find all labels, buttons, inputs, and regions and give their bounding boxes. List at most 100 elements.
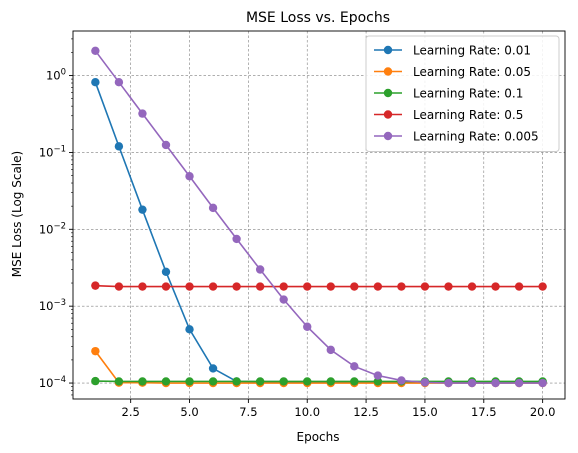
data-point bbox=[91, 77, 100, 87]
legend-label: Learning Rate: 0.1 bbox=[413, 87, 523, 101]
data-point bbox=[467, 282, 477, 291]
data-point bbox=[255, 282, 265, 291]
data-point bbox=[185, 172, 194, 181]
legend-label: Learning Rate: 0.01 bbox=[413, 44, 531, 58]
data-point bbox=[373, 377, 383, 386]
data-point bbox=[397, 376, 406, 385]
data-point bbox=[350, 282, 359, 291]
plot-frame bbox=[72, 30, 566, 400]
legend-item: Learning Rate: 0.01 bbox=[374, 44, 531, 58]
data-point bbox=[138, 205, 147, 214]
y-tick-label: 10−4 bbox=[39, 375, 66, 390]
x-axis-label: Epochs bbox=[297, 430, 340, 444]
data-point bbox=[279, 295, 288, 304]
series-5 bbox=[91, 46, 547, 388]
legend-item: Learning Rate: 0.005 bbox=[374, 130, 539, 144]
x-tick-label: 20.0 bbox=[530, 405, 556, 419]
data-point bbox=[538, 282, 547, 291]
legend-marker bbox=[383, 67, 393, 76]
data-point bbox=[326, 377, 335, 386]
chart-title: MSE Loss vs. Epochs bbox=[246, 10, 390, 26]
data-point bbox=[161, 140, 171, 150]
legend-marker bbox=[383, 131, 393, 141]
data-point bbox=[114, 282, 124, 291]
legend-box bbox=[365, 35, 560, 152]
y-tick-label: 10−1 bbox=[39, 144, 66, 159]
data-point bbox=[303, 377, 312, 386]
data-point bbox=[114, 77, 124, 87]
series-layer bbox=[91, 46, 547, 388]
y-axis-label: MSE Loss (Log Scale) bbox=[10, 151, 24, 277]
data-point bbox=[350, 362, 359, 371]
data-point bbox=[91, 376, 100, 386]
data-point bbox=[208, 282, 218, 291]
data-point bbox=[208, 364, 218, 373]
data-point bbox=[514, 282, 524, 291]
data-point bbox=[185, 325, 194, 334]
data-point bbox=[185, 377, 194, 386]
x-tick-label: 10.0 bbox=[294, 405, 320, 419]
legend: Learning Rate: 0.01 Learning Rate: 0.05 Le… bbox=[365, 35, 560, 152]
data-point bbox=[350, 377, 359, 386]
data-point bbox=[397, 282, 406, 291]
data-point bbox=[161, 267, 171, 277]
x-tick-label: 17.5 bbox=[471, 405, 497, 419]
data-point bbox=[326, 282, 335, 291]
data-point bbox=[91, 281, 100, 290]
series-4 bbox=[91, 281, 547, 291]
legend-label: Learning Rate: 0.5 bbox=[413, 108, 523, 122]
data-point bbox=[538, 378, 547, 388]
data-point bbox=[91, 346, 100, 356]
data-point bbox=[208, 203, 218, 213]
x-tick-label: 7.5 bbox=[239, 405, 257, 419]
legend-marker bbox=[383, 45, 393, 55]
data-point bbox=[279, 377, 288, 386]
series-3 bbox=[91, 376, 547, 386]
data-point bbox=[232, 377, 241, 386]
data-point bbox=[255, 377, 265, 386]
x-tick-label: 2.5 bbox=[122, 405, 140, 419]
data-point bbox=[279, 282, 288, 291]
data-point bbox=[138, 109, 147, 118]
y-tick-label: 10−3 bbox=[39, 298, 66, 313]
data-point bbox=[114, 377, 124, 386]
data-point bbox=[491, 378, 500, 388]
data-point bbox=[420, 282, 430, 291]
data-point bbox=[161, 282, 171, 291]
data-point bbox=[208, 377, 218, 386]
legend-label: Learning Rate: 0.05 bbox=[413, 65, 531, 79]
x-tick-label: 5.0 bbox=[180, 405, 198, 419]
data-point bbox=[138, 377, 147, 386]
data-point bbox=[91, 46, 100, 55]
legend-marker bbox=[383, 110, 393, 119]
data-point bbox=[303, 322, 312, 331]
data-point bbox=[161, 377, 171, 386]
data-point bbox=[138, 282, 147, 291]
data-point bbox=[467, 378, 477, 388]
data-point bbox=[185, 282, 194, 291]
ticks: 2.5 5.0 7.5 10.0 12.5 15.0 17.5 20.0 10−4 10−3 10−… bbox=[39, 38, 556, 419]
data-point bbox=[491, 282, 500, 291]
data-point bbox=[232, 282, 241, 291]
data-point bbox=[114, 142, 124, 151]
data-point bbox=[420, 378, 430, 387]
data-point bbox=[255, 265, 265, 274]
legend-item: Learning Rate: 0.5 bbox=[374, 108, 523, 122]
series-line bbox=[94, 350, 543, 384]
data-point bbox=[444, 378, 453, 388]
legend-marker bbox=[383, 88, 393, 98]
data-point bbox=[514, 378, 524, 388]
data-point bbox=[303, 282, 312, 291]
axes bbox=[72, 30, 566, 400]
x-tick-label: 15.0 bbox=[412, 405, 438, 419]
data-point bbox=[232, 234, 241, 244]
y-tick-label: 10−2 bbox=[39, 221, 66, 236]
legend-item: Learning Rate: 0.05 bbox=[374, 65, 531, 79]
x-tick-label: 12.5 bbox=[353, 405, 379, 419]
y-tick-label: 100 bbox=[46, 68, 66, 83]
data-point bbox=[373, 371, 383, 380]
data-point bbox=[373, 282, 383, 291]
legend-item: Learning Rate: 0.1 bbox=[374, 87, 523, 101]
data-point bbox=[326, 345, 335, 355]
